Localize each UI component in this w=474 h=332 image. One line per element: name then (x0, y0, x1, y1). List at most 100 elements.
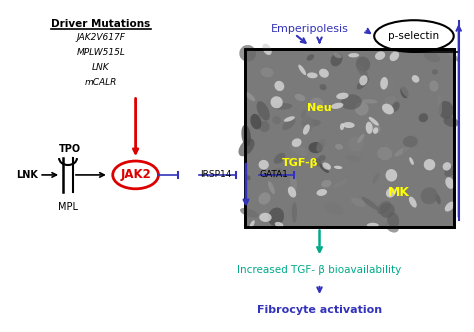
Ellipse shape (380, 77, 388, 90)
Ellipse shape (246, 175, 251, 180)
Ellipse shape (238, 138, 255, 156)
Ellipse shape (259, 121, 270, 132)
Text: p-selectin: p-selectin (388, 31, 439, 41)
Ellipse shape (380, 203, 395, 218)
Ellipse shape (240, 208, 258, 218)
Ellipse shape (292, 138, 301, 147)
Text: MPLW515L: MPLW515L (76, 48, 125, 57)
Ellipse shape (298, 65, 306, 75)
Ellipse shape (343, 122, 355, 128)
Ellipse shape (356, 56, 370, 72)
Ellipse shape (319, 84, 327, 90)
Text: Neu: Neu (307, 104, 332, 114)
Ellipse shape (290, 173, 297, 191)
Ellipse shape (336, 93, 348, 99)
Ellipse shape (390, 51, 399, 61)
Ellipse shape (443, 162, 451, 171)
Ellipse shape (337, 68, 351, 73)
Ellipse shape (319, 69, 329, 78)
Ellipse shape (384, 96, 396, 104)
Ellipse shape (272, 116, 281, 124)
Ellipse shape (334, 166, 342, 169)
Ellipse shape (307, 72, 318, 78)
Ellipse shape (341, 94, 362, 110)
Ellipse shape (261, 67, 273, 77)
Text: IRSP14: IRSP14 (200, 170, 232, 179)
Ellipse shape (438, 95, 442, 115)
Ellipse shape (288, 187, 296, 198)
Ellipse shape (270, 168, 283, 178)
Ellipse shape (348, 136, 364, 152)
Ellipse shape (316, 139, 326, 152)
Ellipse shape (284, 116, 295, 122)
Ellipse shape (401, 84, 415, 99)
Ellipse shape (317, 189, 327, 196)
Ellipse shape (239, 45, 256, 62)
Ellipse shape (250, 114, 261, 129)
Ellipse shape (268, 208, 284, 226)
Text: MK: MK (388, 186, 410, 199)
Ellipse shape (359, 75, 368, 85)
Ellipse shape (273, 103, 292, 110)
Ellipse shape (445, 177, 454, 189)
Ellipse shape (314, 158, 321, 166)
Ellipse shape (335, 144, 343, 150)
Ellipse shape (392, 102, 400, 112)
Ellipse shape (318, 155, 326, 161)
Ellipse shape (412, 75, 419, 83)
Ellipse shape (259, 213, 272, 222)
Ellipse shape (394, 146, 409, 157)
Ellipse shape (292, 203, 297, 223)
Text: LNK: LNK (92, 63, 109, 72)
Ellipse shape (432, 69, 438, 75)
Ellipse shape (386, 188, 395, 198)
Ellipse shape (390, 114, 399, 130)
Ellipse shape (271, 96, 283, 108)
Text: JAK2: JAK2 (120, 168, 151, 181)
Ellipse shape (436, 194, 441, 204)
Ellipse shape (423, 51, 440, 62)
Ellipse shape (301, 115, 313, 132)
Ellipse shape (275, 222, 283, 227)
Ellipse shape (387, 212, 399, 228)
Text: Emperipolesis: Emperipolesis (271, 24, 348, 34)
Ellipse shape (256, 101, 270, 121)
Text: JAK2V617F: JAK2V617F (76, 33, 125, 42)
Ellipse shape (373, 173, 379, 184)
Ellipse shape (258, 192, 271, 205)
Ellipse shape (367, 223, 379, 228)
Ellipse shape (249, 220, 255, 228)
Ellipse shape (321, 180, 331, 188)
Ellipse shape (382, 104, 394, 114)
Ellipse shape (301, 110, 307, 118)
Ellipse shape (377, 147, 392, 160)
Ellipse shape (403, 136, 418, 147)
Ellipse shape (348, 53, 359, 57)
Bar (245, 49, 454, 227)
Ellipse shape (275, 184, 284, 193)
Ellipse shape (283, 118, 295, 130)
Ellipse shape (420, 187, 438, 204)
Ellipse shape (259, 160, 269, 170)
Ellipse shape (444, 166, 455, 177)
Text: mCALR: mCALR (85, 78, 117, 87)
Ellipse shape (330, 53, 343, 66)
Ellipse shape (322, 162, 331, 170)
Ellipse shape (385, 221, 399, 233)
Ellipse shape (324, 202, 344, 215)
Ellipse shape (319, 164, 329, 173)
Ellipse shape (334, 53, 342, 58)
Ellipse shape (402, 145, 409, 158)
Ellipse shape (267, 100, 272, 106)
Ellipse shape (424, 159, 435, 170)
Ellipse shape (301, 119, 321, 127)
Ellipse shape (375, 51, 385, 60)
Ellipse shape (268, 181, 275, 194)
Ellipse shape (443, 117, 459, 127)
Ellipse shape (355, 102, 369, 116)
Ellipse shape (401, 87, 409, 98)
Ellipse shape (291, 144, 307, 156)
Ellipse shape (274, 81, 284, 91)
Ellipse shape (295, 94, 305, 101)
Bar (245, 49, 454, 227)
